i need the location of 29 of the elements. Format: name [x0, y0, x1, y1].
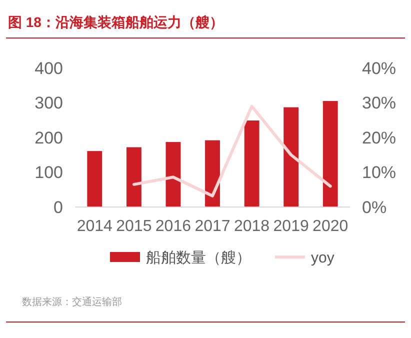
y2-tick-label: 40%	[362, 58, 396, 78]
x-tick-label: 2016	[155, 218, 192, 235]
y-tick-label: 300	[34, 94, 63, 113]
y-tick-label: 200	[34, 128, 63, 148]
chart-title: 图 18：沿海集装箱船舶运力（艘）	[8, 14, 224, 30]
bar	[244, 120, 260, 207]
y2-tick-label: 0%	[362, 198, 387, 217]
y-tick-label: 0	[54, 198, 63, 217]
y2-tick-label: 10%	[362, 163, 396, 182]
bar	[166, 142, 181, 207]
y-tick-label: 100	[34, 163, 63, 182]
bar	[205, 140, 220, 207]
bar	[87, 151, 102, 207]
x-tick-label: 2014	[76, 218, 113, 235]
y-tick-label: 400	[34, 58, 63, 78]
x-tick-label: 2018	[234, 218, 270, 235]
legend-label: yoy	[311, 249, 335, 266]
bar	[322, 101, 338, 207]
source-note: 数据来源：交通运输部	[22, 296, 122, 308]
x-tick-label: 2015	[116, 218, 152, 235]
x-tick-label: 2017	[194, 218, 230, 235]
line-series	[132, 104, 332, 198]
bar	[126, 147, 142, 207]
bar	[284, 107, 299, 207]
y2-tick-label: 30%	[362, 94, 396, 113]
legend-label: 船舶数量（艘）	[146, 249, 251, 266]
x-tick-label: 2020	[312, 218, 348, 235]
x-tick-label: 2019	[273, 218, 309, 235]
y2-tick-label: 20%	[362, 128, 396, 148]
